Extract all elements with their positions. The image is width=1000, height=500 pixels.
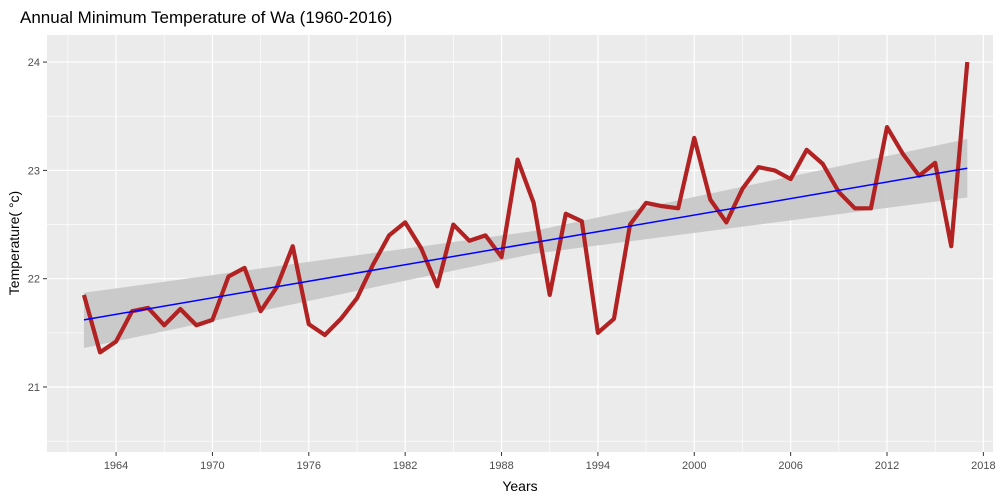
series-lines — [81, 61, 970, 355]
temperature-line — [81, 61, 970, 355]
y-tick-label: 24 — [28, 57, 40, 69]
x-tick-label: 2018 — [971, 460, 995, 472]
x-tick-label: 2000 — [682, 460, 706, 472]
y-tick-label: 23 — [28, 165, 40, 177]
x-tick-label: 1988 — [489, 460, 513, 472]
chart-title: Annual Minimum Temperature of Wa (1960-2… — [20, 8, 392, 27]
x-tick-label: 1982 — [393, 460, 417, 472]
x-tick-label: 2012 — [875, 460, 899, 472]
y-axis: 21 22 23 24 — [28, 57, 47, 394]
x-tick-label: 1994 — [586, 460, 610, 472]
trend-line — [83, 167, 968, 321]
y-axis-label: Temperature( °c) — [6, 191, 22, 295]
x-tick-label: 2006 — [778, 460, 802, 472]
x-axis: 1964 1970 1976 1982 1988 1994 2000 2006 2012 2018 — [104, 452, 996, 472]
y-tick-label: 21 — [28, 382, 40, 394]
x-tick-label: 1970 — [200, 460, 224, 472]
y-tick-label: 22 — [28, 274, 40, 286]
x-axis-label: Years — [502, 478, 537, 494]
x-tick-label: 1964 — [104, 460, 128, 472]
x-tick-label: 1976 — [297, 460, 321, 472]
